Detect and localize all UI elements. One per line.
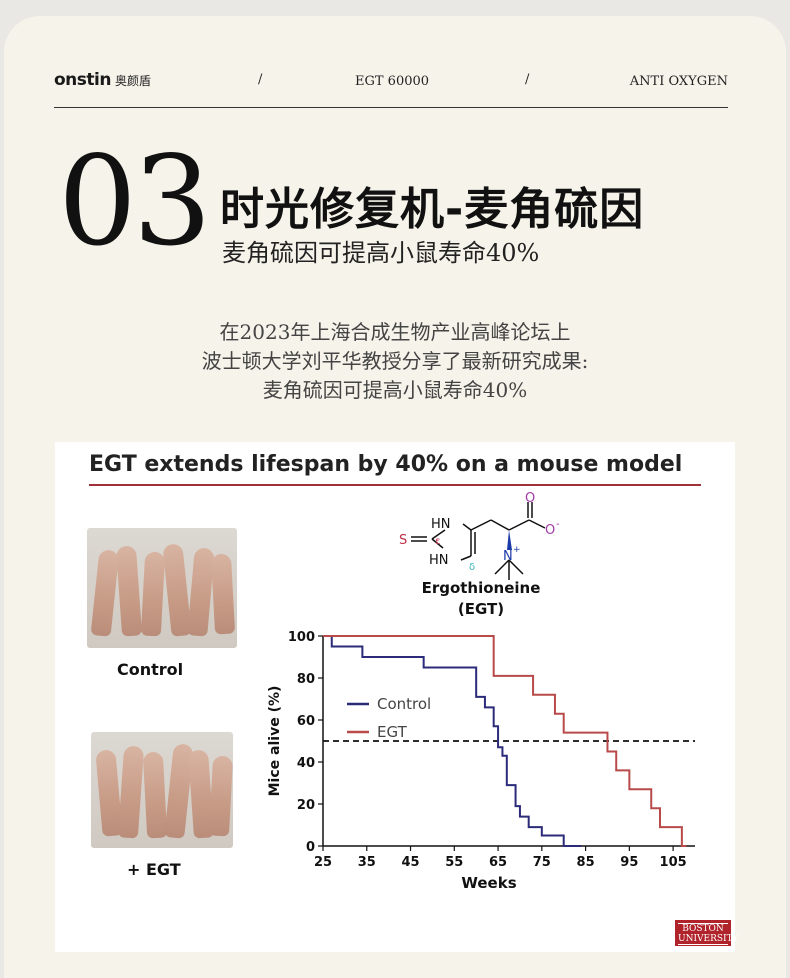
separator: /: [258, 72, 263, 87]
compound-abbreviation: (EGT): [457, 600, 505, 618]
product-code: EGT 60000: [355, 74, 430, 89]
intro-line: 在2023年上海合成生物产业高峰论坛上: [219, 320, 571, 344]
compound-name-line: Ergothioneine: [421, 579, 541, 597]
survival-chart: 25 35 45 55 65 75 85 95 105 0 20 40 60 80 100 Mice ali…: [267, 630, 695, 892]
boston-university-logo: BOSTON UNIVERSITY: [675, 920, 739, 946]
x-tick-label: 95: [620, 855, 638, 870]
nitrogen-label: N: [503, 549, 513, 564]
legend-label: Control: [377, 695, 431, 713]
brand: onstin 奥颜盾: [54, 70, 151, 90]
hn-bottom-label: HN: [429, 553, 449, 568]
x-tick-label: 45: [401, 855, 419, 870]
y-tick-label: 0: [306, 840, 315, 855]
series-line-egt: [323, 635, 687, 847]
y-tick-label: 80: [297, 672, 315, 687]
intro-line: 波士顿大学刘平华教授分享了最新研究成果:: [201, 349, 589, 373]
x-tick-label: 75: [533, 855, 551, 870]
egt-caption: + EGT: [127, 860, 181, 879]
legend-label: EGT: [377, 723, 408, 741]
egt-mice-photo: [91, 732, 233, 848]
epsilon-label: ε: [435, 536, 440, 547]
y-tick-label: 100: [288, 630, 315, 645]
logo-line: BOSTON: [682, 924, 724, 934]
ergothioneine-structure: HN HN S ε δ N + O O -: [399, 491, 560, 580]
section-subtitle: 麦角硫因可提高小鼠寿命40%: [222, 239, 540, 267]
tagline: ANTI OXYGEN: [629, 74, 728, 89]
slide-title: EGT extends lifespan by 40% on a mouse m…: [89, 452, 683, 477]
series-line-control: [323, 635, 582, 847]
top-bar: onstin 奥颜盾 / EGT 60000 / ANTI OXYGEN: [54, 70, 728, 96]
control-caption: Control: [117, 660, 184, 679]
y-tick-label: 20: [297, 798, 315, 813]
brand-logo: onstin: [54, 70, 111, 90]
control-mice-photo: [87, 528, 237, 648]
x-tick-label: 55: [445, 855, 463, 870]
y-axis-label: Mice alive (%): [267, 686, 283, 797]
x-tick-label: 35: [358, 855, 376, 870]
intro-text: 在2023年上海合成生物产业高峰论坛上 波士顿大学刘平华教授分享了最新研究成果:…: [0, 318, 790, 405]
sulfur-label: S: [399, 533, 407, 548]
x-tick-label: 25: [314, 855, 332, 870]
header-divider: [54, 107, 728, 108]
x-tick-label: 85: [577, 855, 595, 870]
x-tick-label: 65: [489, 855, 507, 870]
x-axis-label: Weeks: [461, 874, 516, 892]
separator: /: [525, 72, 530, 87]
brand-chinese-name: 奥颜盾: [114, 74, 151, 88]
y-tick-label: 60: [297, 714, 315, 729]
chart-legend: Control EGT: [347, 695, 431, 741]
nitrogen-charge: +: [513, 545, 521, 555]
oxygen-charge: -: [556, 519, 560, 530]
compound-name: Ergothioneine (EGT): [411, 578, 551, 620]
oxygen-right-label: O: [545, 523, 555, 538]
delta-label: δ: [469, 562, 475, 573]
y-tick-label: 40: [297, 756, 315, 771]
intro-line: 麦角硫因可提高小鼠寿命40%: [262, 378, 528, 402]
section-number: 03: [58, 130, 212, 274]
oxygen-top-label: O: [525, 491, 535, 506]
logo-line: UNIVERSITY: [678, 934, 739, 944]
research-slide: EGT extends lifespan by 40% on a mouse m…: [55, 442, 739, 952]
slide-title-rule: [89, 484, 701, 486]
x-tick-label: 105: [660, 855, 687, 870]
section-title: 时光修复机-麦角硫因: [220, 184, 645, 235]
hn-top-label: HN: [431, 517, 451, 532]
